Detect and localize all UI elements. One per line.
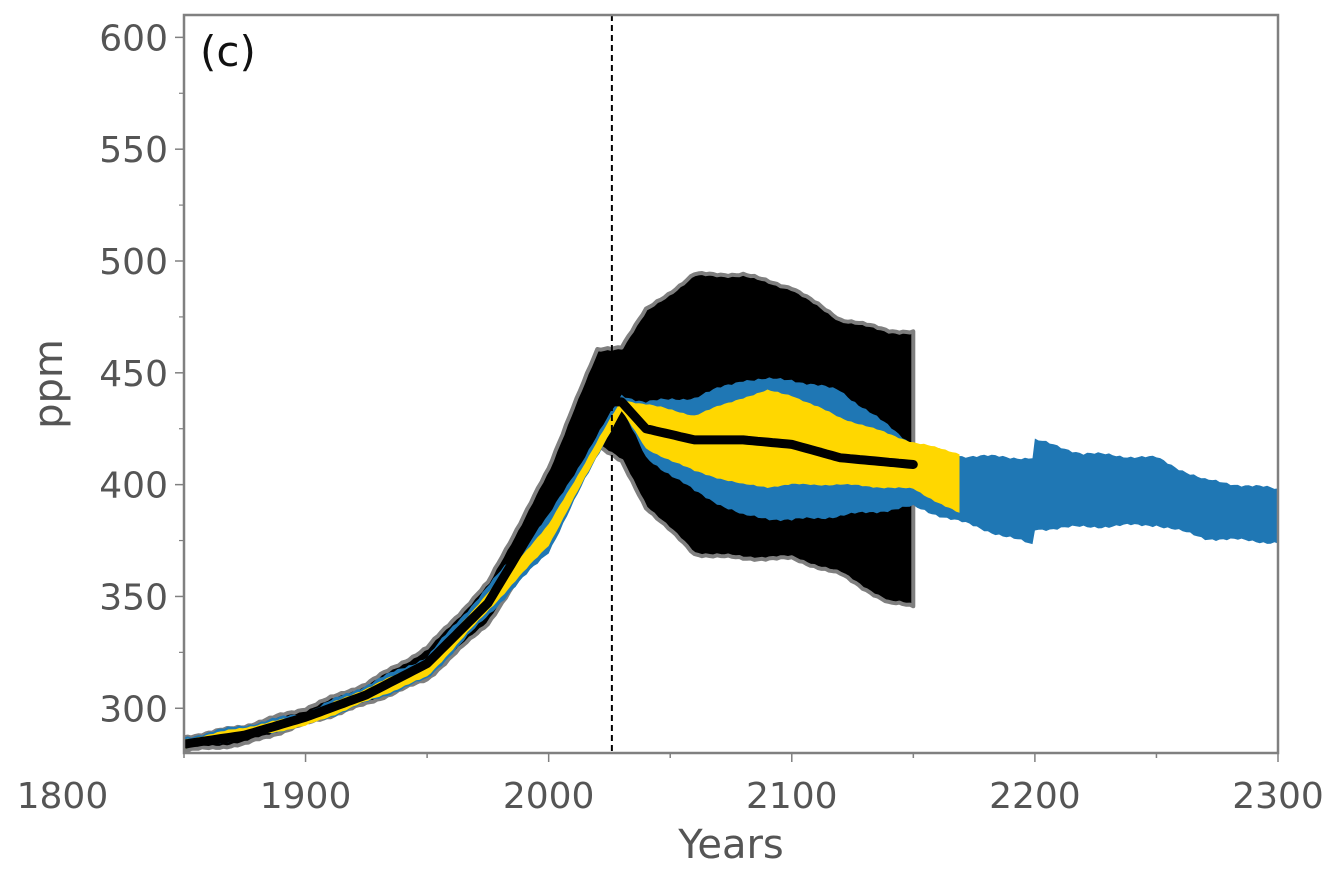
x-tick-label: 2100 [746, 776, 838, 817]
y-tick-label: 300 [99, 689, 168, 730]
y-tick-label: 450 [99, 354, 168, 395]
x-tick-label: 1800 [17, 776, 109, 817]
yellow-series-band [184, 389, 960, 749]
uncertainty-bands [184, 271, 1278, 753]
y-tick-label: 350 [99, 577, 168, 618]
x-tick-label: 2200 [989, 776, 1081, 817]
y-axis-title: ppm [26, 339, 72, 429]
y-tick-label: 400 [99, 466, 168, 507]
x-tick-label: 2300 [1232, 776, 1324, 817]
y-tick-label: 600 [99, 18, 168, 59]
blue-series-band [184, 377, 1278, 749]
y-axis: 300 350 400 450 500 550 600 [99, 18, 184, 730]
black-series-median-line [184, 397, 918, 749]
y-tick-label: 500 [99, 242, 168, 283]
x-tick-label: 2000 [503, 776, 595, 817]
plot-frame [182, 13, 1280, 755]
y-tick-label: 550 [99, 130, 168, 171]
x-tick-label: 1900 [260, 776, 352, 817]
panel-label: (c) [200, 27, 256, 76]
x-axis: 1800 1900 2000 2100 2200 2300 [17, 753, 1324, 817]
x-axis-title: Years [677, 822, 784, 868]
